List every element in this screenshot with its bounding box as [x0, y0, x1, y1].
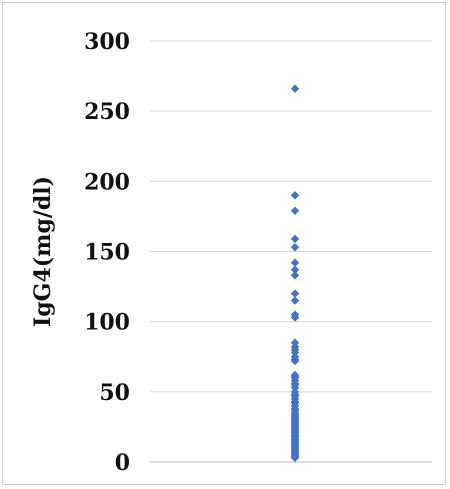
data-point [290, 410, 300, 419]
data-point [290, 414, 300, 423]
chart-frame [2, 2, 446, 485]
data-point [290, 258, 300, 267]
data-point [290, 206, 300, 216]
data-point [290, 243, 300, 252]
data-point [290, 453, 300, 462]
y-tick-label: 250 [84, 99, 130, 125]
grid [150, 40, 432, 463]
data-point [290, 438, 300, 447]
data-point [290, 191, 300, 200]
data-point [290, 419, 300, 429]
data-point [290, 383, 300, 392]
data-point [290, 356, 300, 366]
data-point [290, 271, 300, 280]
data-point [290, 313, 300, 322]
y-tick-label: 150 [84, 240, 130, 266]
y-tick-label: 50 [99, 380, 130, 406]
y-axis-label: IgG4(mg/dl) [30, 176, 56, 327]
y-tick-label: 300 [84, 29, 130, 55]
data-point [290, 289, 300, 298]
data-point [290, 405, 300, 415]
data-point [290, 265, 300, 274]
data-point [290, 348, 300, 357]
y-tick-label: 0 [115, 450, 130, 476]
data-point [290, 234, 300, 244]
y-axis-ticks: 0 50 100 150 200 250 300 [84, 29, 130, 476]
y-tick-label: 100 [84, 310, 130, 336]
y-tick-label: 200 [84, 169, 130, 195]
data-point [290, 296, 300, 305]
data-points [290, 84, 300, 462]
data-point [290, 338, 300, 347]
data-point [290, 84, 300, 93]
